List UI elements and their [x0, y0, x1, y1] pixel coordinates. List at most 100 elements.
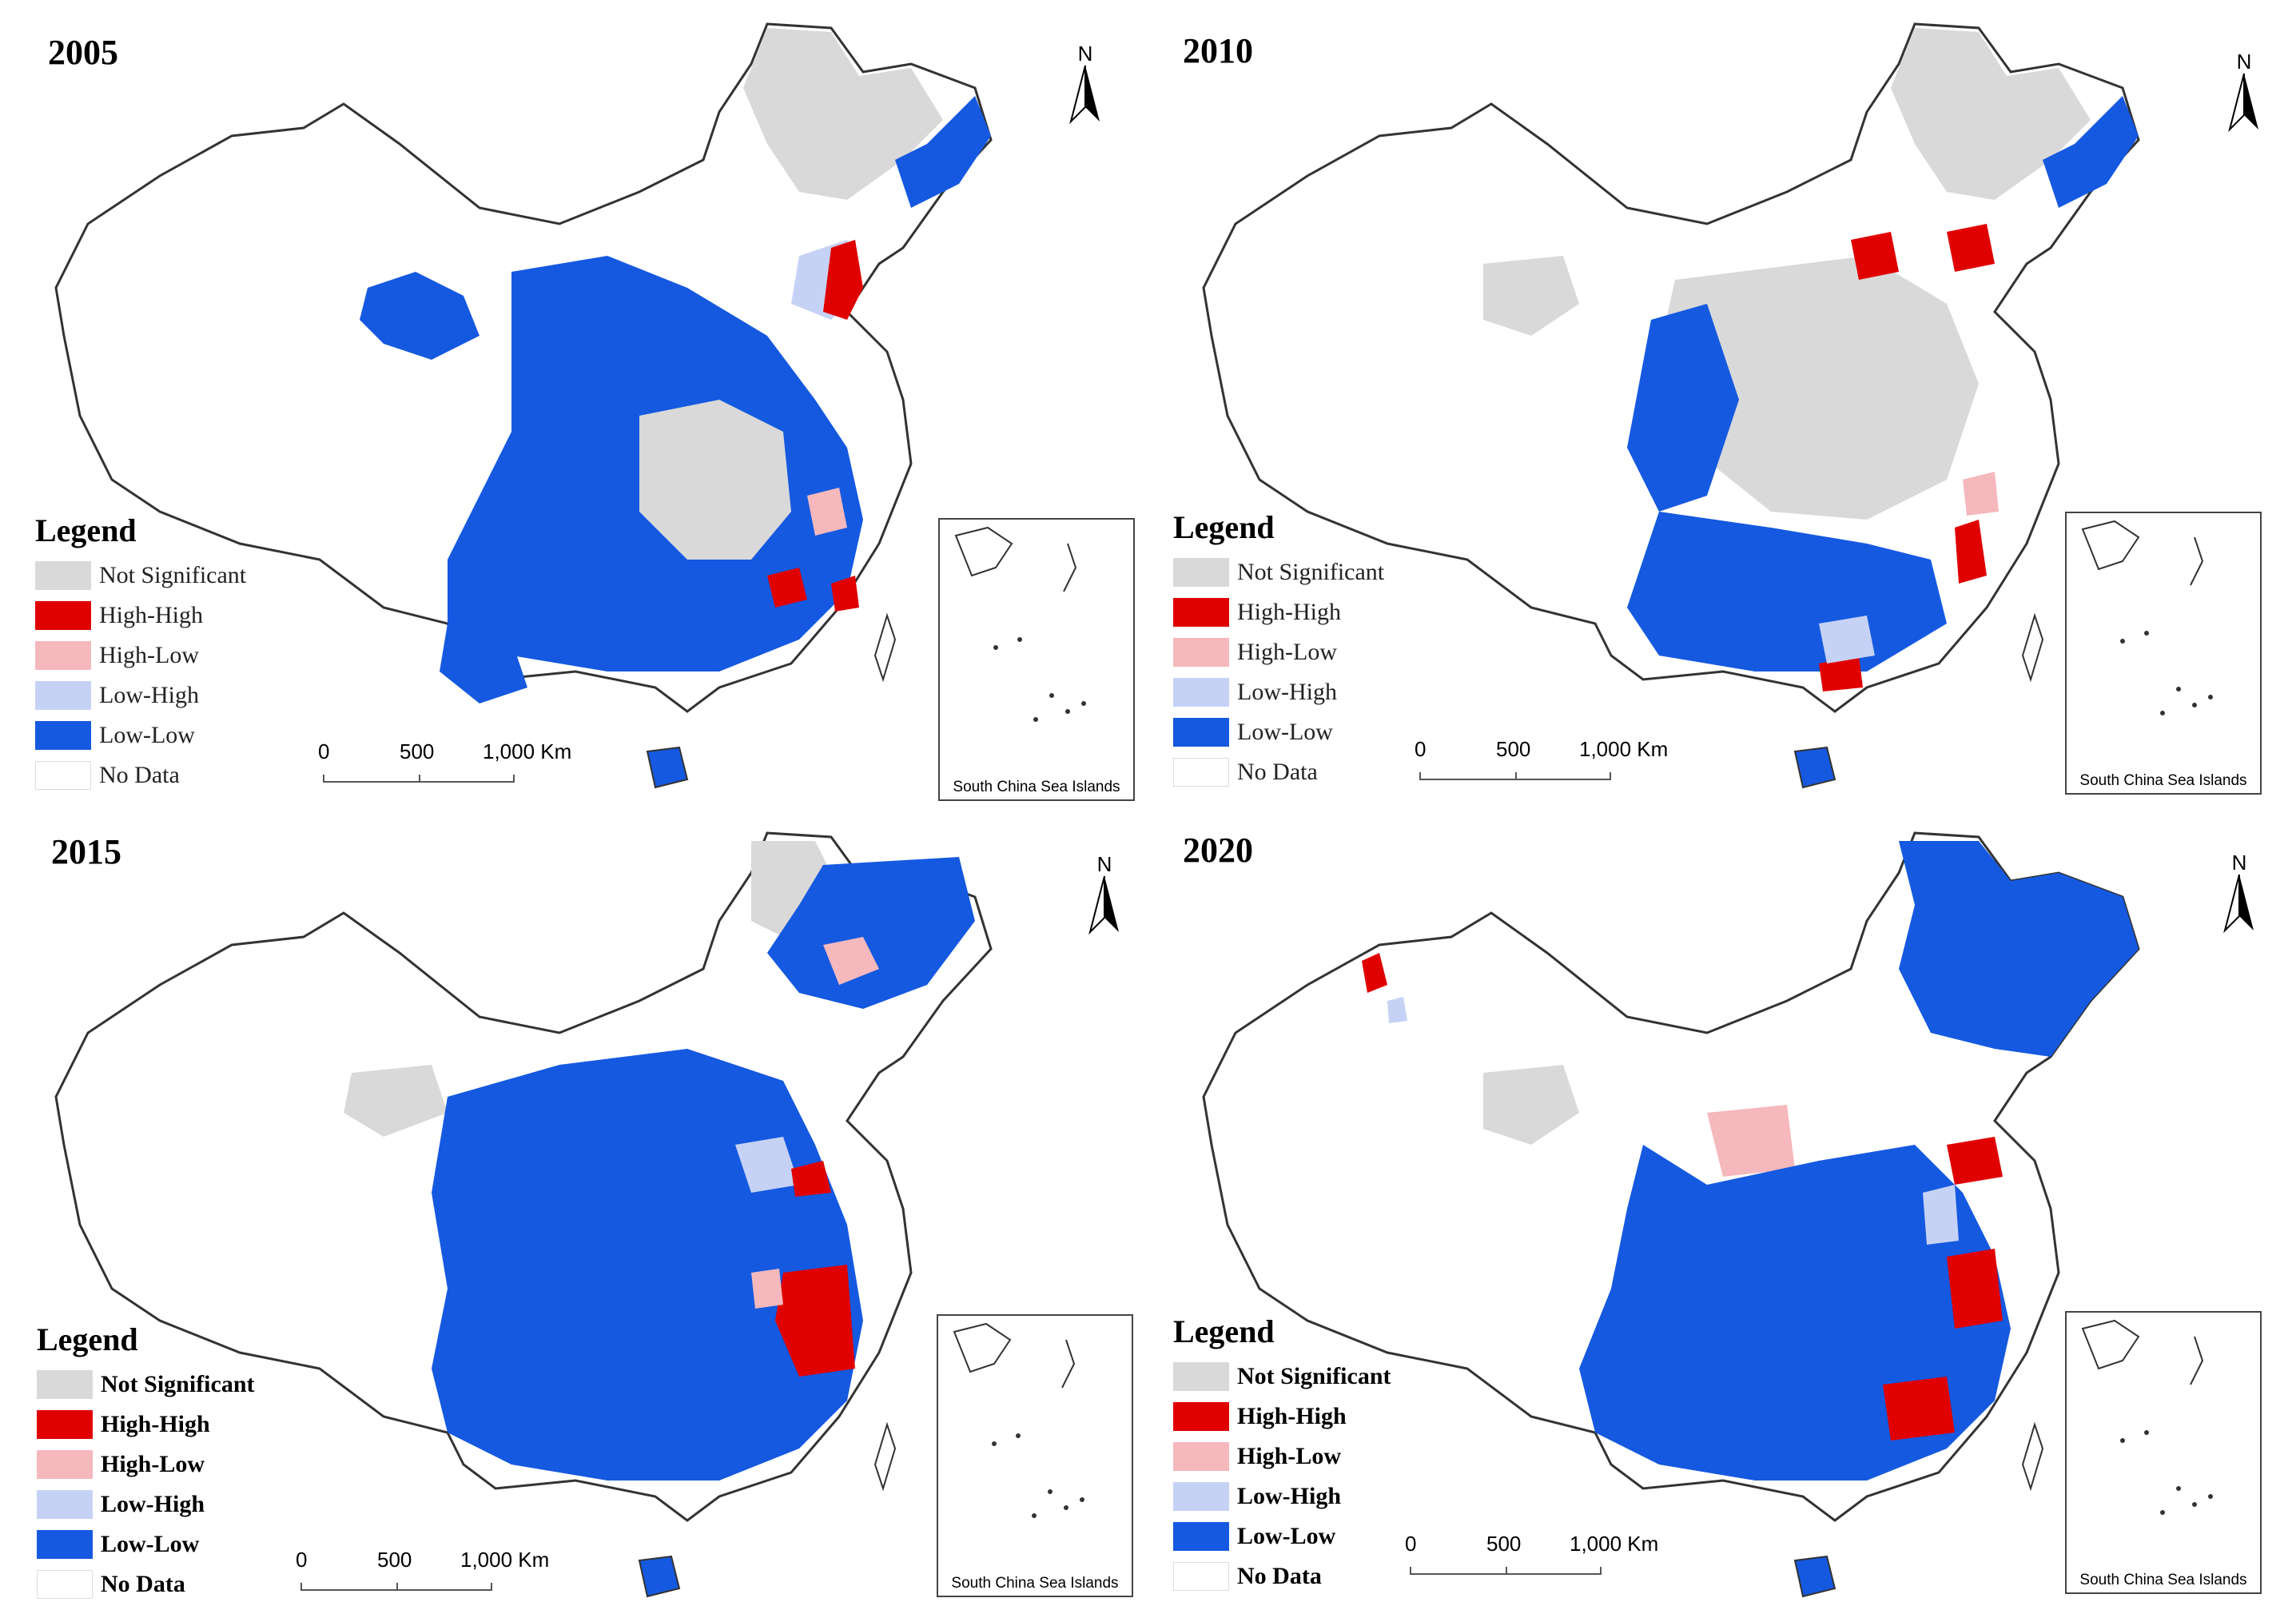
legend-swatch [35, 761, 91, 790]
region-low-low-northeast [895, 96, 991, 208]
legend-item-low-low: Low-Low [1173, 712, 1384, 752]
region-high-high-fujian [1883, 1377, 1955, 1441]
region-high-low-northeast [823, 937, 879, 985]
scale-bar-mid-tick [1515, 772, 1517, 780]
inset-label: South China Sea Islands [2079, 772, 2247, 789]
legend-label: Not Significant [99, 562, 247, 588]
legend-item-high-low: High-Low [35, 636, 246, 675]
panel-year-title: 2010 [1183, 31, 1253, 70]
legend-item-no-data: No Data [1173, 752, 1384, 792]
scale-tick-1000: 1,000 Km [483, 739, 572, 763]
scale-tick-1000: 1,000 Km [460, 1548, 550, 1572]
north-arrow: N [2220, 50, 2268, 137]
legend-swatch [1173, 1402, 1229, 1431]
legend-label: No Data [1237, 759, 1318, 785]
region-high-high-zhejiang [775, 1265, 855, 1377]
legend-item-no-data: No Data [37, 1564, 255, 1604]
scale-tick-500: 500 [377, 1548, 412, 1572]
north-label: N [1077, 42, 1093, 66]
region-high-low [1963, 472, 1999, 516]
scale-tick-0: 0 [1415, 737, 1427, 761]
region-high-high-shandong [791, 1161, 831, 1197]
legend: Legend Not Significant High-High High-Lo… [37, 1321, 255, 1604]
legend-label: Low-Low [99, 722, 195, 748]
scale-tick-500: 500 [400, 739, 435, 763]
legend-item-low-low: Low-Low [37, 1524, 255, 1564]
north-arrow-icon [2223, 874, 2254, 934]
legend-title: Legend [1173, 509, 1275, 545]
region-high-high-jiangxi [767, 568, 807, 608]
legend-swatch [35, 721, 91, 750]
legend-item-high-high: High-High [37, 1405, 255, 1445]
region-low-high [1819, 616, 1875, 664]
inset-label: South China Sea Islands [953, 779, 1120, 795]
south-china-sea-inset: South China Sea Islands [2065, 1311, 2262, 1594]
legend-item-high-low: High-Low [1173, 632, 1384, 672]
region-high-high-north [1851, 232, 1899, 280]
scale-bar: 0 500 1,000 Km [318, 739, 571, 787]
china-map-2020 [1202, 831, 2140, 1598]
scale-bar: 0 500 1,000 Km [296, 1548, 549, 1596]
legend-swatch [1173, 638, 1229, 667]
legend-item-high-high: High-High [1173, 592, 1384, 632]
scale-bar-mid-tick [1506, 1567, 1507, 1575]
region-not-significant-west [344, 1065, 448, 1137]
legend-label: Low-Low [1237, 719, 1333, 745]
legend-label: Low-High [101, 1491, 205, 1517]
legend-swatch [1173, 718, 1229, 747]
legend-swatch [37, 1530, 93, 1559]
legend-title: Legend [37, 1321, 138, 1357]
legend-label: High-High [99, 602, 203, 628]
region-high-high-guangdong [1819, 656, 1863, 691]
legend-swatch [1173, 1522, 1229, 1551]
legend-label: Low-High [99, 682, 199, 708]
china-map-2015 [54, 831, 993, 1598]
legend-title: Legend [1173, 1313, 1275, 1349]
panel-year-title: 2015 [51, 832, 121, 871]
legend-swatch [1173, 1562, 1229, 1591]
inset-map [954, 526, 1086, 722]
scale-bar: 0 500 1,000 Km [1415, 737, 1668, 785]
region-high-low [807, 488, 847, 536]
scale-tick-1000: 1,000 Km [1579, 737, 1669, 761]
region-high-high-shandong [1947, 1137, 2003, 1185]
legend-swatch [37, 1410, 93, 1439]
legend-item-no-data: No Data [1173, 1556, 1391, 1596]
legend-item-low-high: Low-High [1173, 672, 1384, 712]
legend-label: Not Significant [101, 1371, 255, 1397]
legend-swatch [35, 561, 91, 590]
legend-swatch [1173, 758, 1229, 787]
region-high-high-liaoning [1947, 224, 1995, 272]
south-china-sea-inset: South China Sea Islands [937, 1314, 1133, 1597]
inset-map [953, 1322, 1084, 1518]
scale-tick-1000: 1,000 Km [1570, 1532, 1659, 1556]
scale-bar: 0 500 1,000 Km [1405, 1532, 1658, 1580]
legend-label: No Data [101, 1571, 185, 1597]
scale-tick-500: 500 [1496, 737, 1531, 761]
map-panel-2015: 2015 N Legend Not Significant High-High … [0, 809, 1148, 1618]
region-low-high [735, 1137, 799, 1193]
legend-label: Low-Low [101, 1531, 200, 1557]
region-low-low-northeast [767, 857, 975, 1009]
region-not-significant-east [639, 400, 791, 560]
legend-item-not-significant: Not Significant [35, 556, 246, 596]
region-high-high-zhejiang [1947, 1249, 2003, 1329]
legend-swatch [1173, 1442, 1229, 1471]
legend-swatch [37, 1570, 93, 1599]
legend-swatch [37, 1490, 93, 1519]
legend-item-no-data: No Data [35, 755, 246, 795]
legend-item-high-high: High-High [1173, 1397, 1391, 1437]
taiwan-island [2021, 612, 2044, 683]
inset-map [2081, 520, 2213, 715]
north-arrow-icon [1088, 875, 1119, 935]
region-low-low-south [440, 624, 527, 703]
region-low-high-east [1923, 1185, 1959, 1245]
taiwan-island [873, 612, 897, 683]
legend-swatch [35, 641, 91, 670]
region-low-low-northeast [1899, 841, 2139, 1057]
legend-label: No Data [99, 762, 180, 788]
legend-item-low-high: Low-High [37, 1484, 255, 1524]
legend-swatch [1173, 1362, 1229, 1391]
legend-label: High-High [1237, 1403, 1347, 1429]
scale-tick-500: 500 [1486, 1532, 1522, 1556]
